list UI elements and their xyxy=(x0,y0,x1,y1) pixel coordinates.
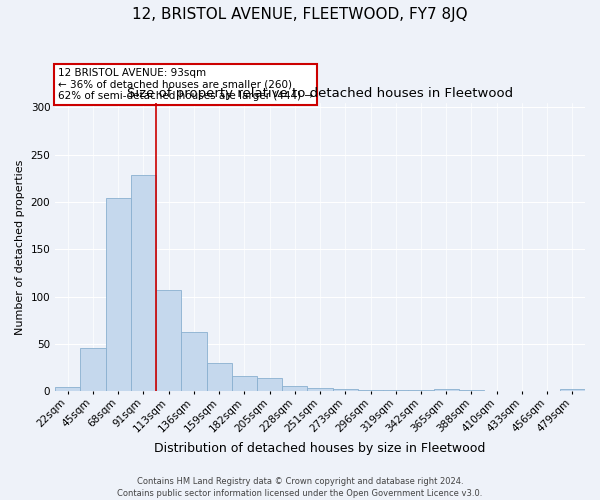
Bar xyxy=(181,332,206,392)
Title: Size of property relative to detached houses in Fleetwood: Size of property relative to detached ho… xyxy=(127,87,513,100)
Bar xyxy=(332,390,358,392)
Text: 12, BRISTOL AVENUE, FLEETWOOD, FY7 8JQ: 12, BRISTOL AVENUE, FLEETWOOD, FY7 8JQ xyxy=(132,8,468,22)
Bar xyxy=(55,386,80,392)
Bar xyxy=(282,386,307,392)
Bar xyxy=(307,388,332,392)
Text: Contains HM Land Registry data © Crown copyright and database right 2024.
Contai: Contains HM Land Registry data © Crown c… xyxy=(118,476,482,498)
Bar xyxy=(434,390,459,392)
Y-axis label: Number of detached properties: Number of detached properties xyxy=(15,160,25,334)
Bar xyxy=(383,390,409,392)
Bar xyxy=(156,290,181,392)
Bar xyxy=(232,376,257,392)
Bar xyxy=(80,348,106,392)
Bar xyxy=(358,390,383,392)
Bar xyxy=(106,198,131,392)
Bar xyxy=(206,363,232,392)
Bar xyxy=(459,390,484,392)
X-axis label: Distribution of detached houses by size in Fleetwood: Distribution of detached houses by size … xyxy=(154,442,486,455)
Text: 12 BRISTOL AVENUE: 93sqm
← 36% of detached houses are smaller (260)
62% of semi-: 12 BRISTOL AVENUE: 93sqm ← 36% of detach… xyxy=(58,68,313,101)
Bar xyxy=(131,176,156,392)
Bar xyxy=(409,390,434,392)
Bar xyxy=(560,390,585,392)
Bar xyxy=(257,378,282,392)
